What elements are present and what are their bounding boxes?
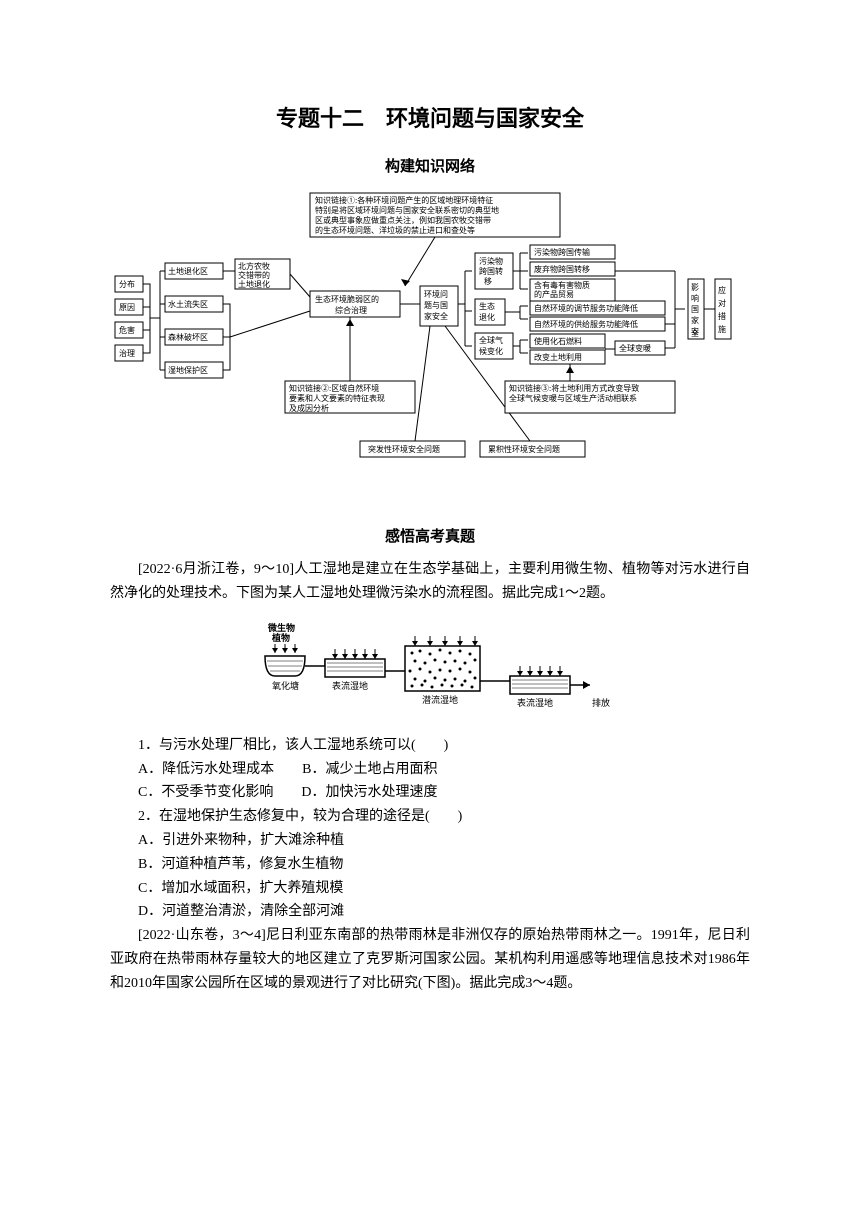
svg-text:措: 措 — [718, 311, 726, 321]
svg-text:响: 响 — [691, 293, 699, 303]
svg-text:污染物跨国传输: 污染物跨国传输 — [534, 247, 590, 257]
q2-option-c: C．增加水域面积，扩大养殖规模 — [110, 877, 750, 901]
svg-text:危害: 危害 — [119, 325, 135, 335]
main-title: 专题十二 环境问题与国家安全 — [110, 100, 750, 137]
svg-text:植物: 植物 — [271, 632, 290, 643]
question-2: 2．在湿地保护生态修复中，较为合理的途径是( ) — [110, 805, 750, 829]
svg-text:对: 对 — [718, 298, 726, 308]
svg-text:生态: 生态 — [479, 301, 495, 311]
intro-text-2: [2022·山东卷，3～4]尼日利亚东南部的热带雨林是非洲仅存的原始热带雨林之一… — [110, 924, 750, 995]
svg-text:废弃物跨国转移: 废弃物跨国转移 — [534, 264, 590, 274]
svg-text:自然环境的供给服务功能降低: 自然环境的供给服务功能降低 — [534, 319, 638, 329]
svg-text:退化: 退化 — [479, 312, 495, 322]
svg-text:题与国: 题与国 — [424, 301, 448, 310]
svg-text:跨国转: 跨国转 — [479, 266, 503, 276]
svg-text:区或典型事象应做重点关注，例如我国农牧交错带: 区或典型事象应做重点关注，例如我国农牧交错带 — [315, 215, 491, 225]
svg-text:家安全: 家安全 — [424, 311, 448, 321]
svg-text:综合治理: 综合治理 — [335, 305, 367, 315]
q2-option-a: A．引进外来物种，扩大滩涂种植 — [110, 829, 750, 853]
svg-text:施: 施 — [718, 324, 726, 334]
svg-text:突发性环境安全问题: 突发性环境安全问题 — [368, 444, 440, 454]
q2-option-b: B．河道种植芦苇，修复水生植物 — [110, 853, 750, 877]
svg-text:特别是将区域环境问题与国家安全联系密切的典型地: 特别是将区域环境问题与国家安全联系密切的典型地 — [315, 205, 499, 215]
svg-text:影: 影 — [691, 282, 699, 292]
svg-text:含有毒有害物质: 含有毒有害物质 — [534, 280, 590, 290]
svg-text:的生态环境问题、洋垃圾的禁止进口和查处等: 的生态环境问题、洋垃圾的禁止进口和查处等 — [315, 225, 475, 235]
svg-text:全球变暖: 全球变暖 — [619, 343, 651, 353]
svg-text:湿地保护区: 湿地保护区 — [168, 365, 208, 375]
svg-text:潜流湿地: 潜流湿地 — [422, 694, 458, 705]
svg-text:污染物: 污染物 — [479, 256, 503, 266]
svg-text:候变化: 候变化 — [479, 346, 503, 356]
svg-text:应: 应 — [718, 285, 726, 295]
svg-text:改变土地利用: 改变土地利用 — [534, 352, 582, 362]
svg-text:要素和人文要素的特征表现: 要素和人文要素的特征表现 — [289, 393, 385, 403]
svg-text:国: 国 — [691, 305, 699, 314]
concept-map-diagram: 知识链接①:各种环境问题产生的区域地理环境特征 特别是将区域环境问题与国家安全联… — [110, 191, 750, 500]
svg-text:全: 全 — [691, 328, 699, 338]
svg-text:家: 家 — [691, 315, 699, 325]
svg-text:的产品贸易: 的产品贸易 — [534, 289, 574, 299]
svg-text:环境问: 环境问 — [424, 289, 448, 299]
svg-text:北方农牧: 北方农牧 — [238, 261, 270, 271]
svg-text:表流湿地: 表流湿地 — [517, 697, 553, 708]
svg-text:土地退化区: 土地退化区 — [168, 266, 208, 276]
svg-text:使用化石燃料: 使用化石燃料 — [534, 336, 582, 346]
svg-text:治理: 治理 — [119, 348, 135, 358]
svg-text:自然环境的调节服务功能降低: 自然环境的调节服务功能降低 — [534, 303, 638, 313]
svg-text:全球气候变暖与区域生产活动相联系: 全球气候变暖与区域生产活动相联系 — [509, 393, 637, 403]
q1-options-ab: A．降低污水处理成本 B．减少土地占用面积 — [110, 758, 750, 782]
intro-text-1: [2022·6月浙江卷，9～10]人工湿地是建立在生态学基础上，主要利用微生物、… — [110, 558, 750, 606]
subtitle-exam-questions: 感悟高考真题 — [110, 525, 750, 551]
svg-text:移: 移 — [484, 276, 492, 286]
svg-text:土地退化: 土地退化 — [238, 279, 270, 289]
svg-text:表流湿地: 表流湿地 — [332, 680, 368, 691]
svg-text:森林破坏区: 森林破坏区 — [168, 332, 208, 342]
svg-text:分布: 分布 — [119, 279, 135, 289]
svg-text:排放: 排放 — [592, 697, 610, 708]
svg-text:知识链接②:区域自然环境: 知识链接②:区域自然环境 — [289, 383, 379, 393]
q2-option-d: D．河道整治清淤，清除全部河滩 — [110, 900, 750, 924]
q1-options-cd: C．不受季节变化影响 D．加快污水处理速度 — [110, 781, 750, 805]
svg-text:生态环境脆弱区的: 生态环境脆弱区的 — [315, 294, 379, 304]
svg-text:知识链接③:将土地利用方式改变导致: 知识链接③:将土地利用方式改变导致 — [509, 383, 639, 393]
svg-text:及成因分析: 及成因分析 — [289, 403, 329, 413]
svg-text:氧化塘: 氧化塘 — [272, 680, 299, 691]
svg-text:累积性环境安全问题: 累积性环境安全问题 — [488, 444, 560, 454]
svg-text:全球气: 全球气 — [479, 335, 503, 345]
question-1: 1．与污水处理厂相比，该人工湿地系统可以( ) — [110, 734, 750, 758]
svg-text:知识链接①:各种环境问题产生的区域地理环境特征: 知识链接①:各种环境问题产生的区域地理环境特征 — [315, 195, 493, 205]
svg-text:微生物: 微生物 — [267, 622, 295, 633]
svg-text:水土流失区: 水土流失区 — [168, 299, 208, 309]
svg-text:原因: 原因 — [119, 303, 135, 312]
subtitle-knowledge-network: 构建知识网络 — [110, 155, 750, 181]
svg-text:交错带的: 交错带的 — [238, 270, 270, 280]
flow-process-diagram: 微生物 植物 氧化塘 表流湿地 — [110, 621, 750, 716]
